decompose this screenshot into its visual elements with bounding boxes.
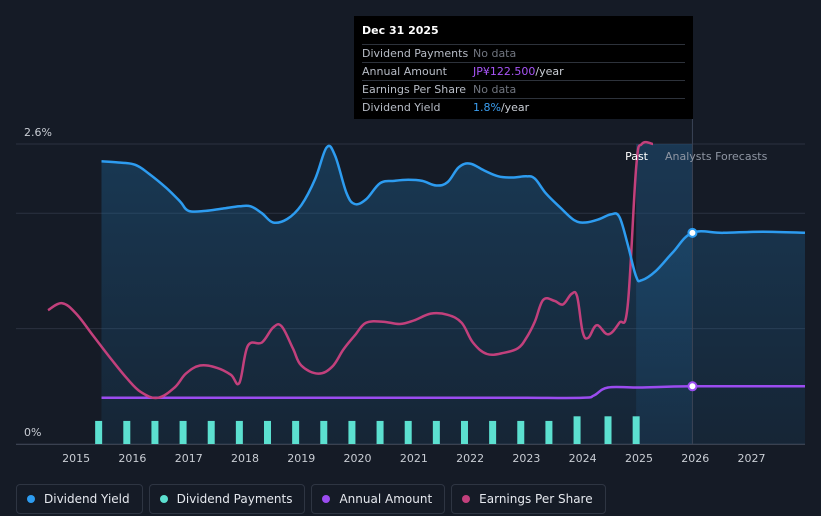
dividend-payment-bar — [95, 420, 103, 444]
dividend-payment-bar — [545, 420, 553, 444]
dividend-payment-bar — [632, 416, 640, 444]
x-tick-label: 2021 — [400, 452, 428, 465]
tooltip-label: Annual Amount — [362, 65, 447, 78]
dividend-payment-bar — [489, 420, 497, 444]
dividend-payment-bar — [264, 420, 272, 444]
y-tick-label: 0% — [24, 426, 41, 439]
x-tick-label: 2018 — [231, 452, 259, 465]
dividend-payment-bar — [151, 420, 159, 444]
x-tick-label: 2025 — [625, 452, 653, 465]
legend-label: Dividend Payments — [176, 492, 293, 506]
dividend-payment-bar — [517, 420, 525, 444]
legend-label: Annual Amount — [339, 492, 433, 506]
dividend-payment-bar — [460, 420, 468, 444]
tooltip-value: 1.8% — [473, 101, 501, 114]
x-tick-label: 2024 — [569, 452, 597, 465]
dividend-payment-bar — [235, 420, 243, 444]
dividend-payment-bar — [404, 420, 412, 444]
tooltip-row-dividend-yield: Dividend Yield 1.8%/year — [362, 98, 685, 116]
past-label: Past — [625, 150, 649, 163]
dot-icon — [462, 495, 471, 503]
dividend-payment-bar — [179, 420, 187, 444]
annual-amount-line — [101, 384, 806, 400]
dividend-payment-bar — [376, 420, 384, 444]
tooltip-unit: /year — [500, 101, 530, 114]
legend-item-dividend-payments[interactable]: Dividend Payments — [148, 484, 306, 514]
tooltip-label: Dividend Yield — [362, 101, 441, 114]
legend-item-dividend-yield[interactable]: Dividend Yield — [16, 484, 143, 514]
y-tick-label: 2.6% — [24, 126, 52, 139]
tooltip-row-eps: Earnings Per Share No data — [362, 80, 685, 98]
legend-label: Earnings Per Share — [479, 492, 593, 506]
tooltip-row-dividend-payments: Dividend Payments No data — [362, 44, 685, 62]
dividend-payment-bar — [573, 416, 581, 444]
dividend-yield-line — [101, 144, 806, 283]
eps-line — [47, 140, 654, 400]
tooltip-value: JP¥122.500 — [473, 65, 536, 78]
x-tick-label: 2020 — [344, 452, 372, 465]
x-tick-label: 2026 — [681, 452, 709, 465]
legend-item-earnings-per-share[interactable]: Earnings Per Share — [451, 484, 606, 514]
x-tick-label: 2015 — [62, 452, 90, 465]
dividend-yield-marker — [687, 227, 698, 238]
dot-icon — [27, 495, 35, 503]
x-tick-label: 2016 — [118, 452, 146, 465]
tooltip-label: Earnings Per Share — [362, 83, 467, 96]
annual-amount-marker — [687, 381, 698, 392]
x-tick-label: 2017 — [175, 452, 203, 465]
x-tick-label: 2027 — [738, 452, 766, 465]
dividend-payment-bar — [123, 420, 131, 444]
dividend-payment-bar — [604, 416, 612, 444]
dividend-payment-bar — [432, 420, 440, 444]
x-tick-label: 2019 — [287, 452, 315, 465]
tooltip-row-annual-amount: Annual Amount JP¥122.500/year — [362, 62, 685, 80]
dividend-chart: 2015 2016 2017 2018 2019 2020 2021 2022 2023 2024… — [16, 116, 806, 465]
forecast-label: Analysts Forecasts — [665, 150, 768, 163]
tooltip-value: No data — [473, 47, 517, 60]
legend-label: Dividend Yield — [44, 492, 130, 506]
dividend-payment-bar — [348, 420, 356, 444]
legend-item-annual-amount[interactable]: Annual Amount — [311, 484, 446, 514]
x-tick-label: 2023 — [512, 452, 540, 465]
dividend-payment-bar — [292, 420, 300, 444]
tooltip-date: Dec 31 2025 — [362, 24, 439, 37]
tooltip-value: No data — [473, 83, 517, 96]
chart-tooltip: Dec 31 2025 Dividend Payments No data An… — [354, 16, 693, 119]
chart-legend: Dividend Yield Dividend Payments Annual … — [16, 484, 606, 514]
x-tick-label: 2022 — [456, 452, 484, 465]
dividend-yield-area — [101, 145, 806, 444]
dot-icon — [322, 495, 331, 503]
tooltip-label: Dividend Payments — [362, 47, 469, 60]
dividend-payment-bar — [207, 420, 215, 444]
dividend-payment-bar — [320, 420, 328, 444]
dot-icon — [159, 495, 168, 503]
tooltip-unit: /year — [535, 65, 564, 78]
